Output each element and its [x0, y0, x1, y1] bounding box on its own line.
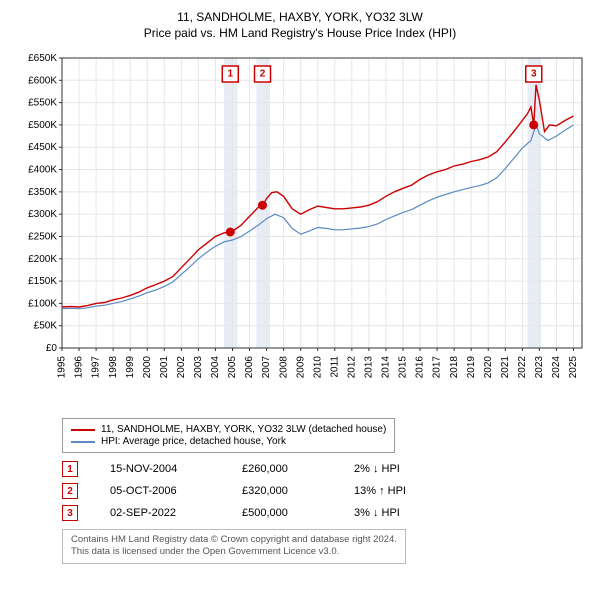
attribution-line2: This data is licensed under the Open Gov… — [71, 546, 397, 558]
legend-item: HPI: Average price, detached house, York — [71, 436, 386, 447]
svg-text:2007: 2007 — [261, 356, 272, 379]
svg-text:2008: 2008 — [278, 356, 289, 379]
svg-text:2014: 2014 — [381, 356, 392, 379]
svg-text:£350K: £350K — [28, 187, 57, 198]
svg-text:£300K: £300K — [28, 209, 57, 220]
svg-text:1998: 1998 — [108, 356, 119, 379]
sale-date: 15-NOV-2004 — [110, 463, 210, 475]
title-subtitle: Price paid vs. HM Land Registry's House … — [12, 26, 588, 40]
svg-text:£200K: £200K — [28, 254, 57, 265]
title-address: 11, SANDHOLME, HAXBY, YORK, YO32 3LW — [12, 10, 588, 24]
legend: 11, SANDHOLME, HAXBY, YORK, YO32 3LW (de… — [62, 418, 395, 453]
svg-text:2013: 2013 — [364, 356, 375, 379]
svg-text:2024: 2024 — [551, 356, 562, 379]
sale-number-box: 3 — [62, 505, 78, 521]
sale-row: 3 02-SEP-2022 £500,000 3% ↓ HPI — [62, 505, 588, 521]
svg-text:2009: 2009 — [295, 356, 306, 379]
svg-text:1999: 1999 — [125, 356, 136, 379]
svg-text:£500K: £500K — [28, 120, 57, 131]
svg-text:2018: 2018 — [449, 356, 460, 379]
svg-text:3: 3 — [531, 69, 537, 80]
legend-swatch — [71, 429, 95, 431]
svg-text:2003: 2003 — [193, 356, 204, 379]
svg-text:1: 1 — [227, 69, 233, 80]
svg-text:2006: 2006 — [244, 356, 255, 379]
svg-text:1996: 1996 — [74, 356, 85, 379]
legend-label: HPI: Average price, detached house, York — [101, 436, 286, 447]
svg-text:2025: 2025 — [568, 356, 579, 379]
svg-text:2001: 2001 — [159, 356, 170, 379]
svg-text:£650K: £650K — [28, 53, 57, 64]
sale-number-box: 2 — [62, 483, 78, 499]
chart-container: 11, SANDHOLME, HAXBY, YORK, YO32 3LW Pri… — [0, 0, 600, 572]
svg-text:£400K: £400K — [28, 165, 57, 176]
svg-text:£550K: £550K — [28, 98, 57, 109]
sale-row: 2 05-OCT-2006 £320,000 13% ↑ HPI — [62, 483, 588, 499]
sale-price: £260,000 — [242, 463, 322, 475]
svg-text:2016: 2016 — [415, 356, 426, 379]
sale-number-box: 1 — [62, 461, 78, 477]
attribution: Contains HM Land Registry data © Crown c… — [62, 529, 406, 564]
svg-text:£250K: £250K — [28, 231, 57, 242]
svg-text:2011: 2011 — [329, 356, 340, 378]
sales-table: 1 15-NOV-2004 £260,000 2% ↓ HPI 2 05-OCT-2006… — [62, 461, 588, 521]
sale-date: 05-OCT-2006 — [110, 485, 210, 497]
attribution-line1: Contains HM Land Registry data © Crown c… — [71, 534, 397, 546]
svg-text:2004: 2004 — [210, 356, 221, 379]
svg-text:£50K: £50K — [34, 321, 58, 332]
line-chart: £0 £50K £100K £150K £200K £250K £300K £350K £400… — [12, 48, 588, 408]
svg-text:2005: 2005 — [227, 356, 238, 379]
svg-text:£450K: £450K — [28, 142, 57, 153]
svg-text:2: 2 — [260, 69, 266, 80]
svg-text:2012: 2012 — [346, 356, 357, 379]
sale-price: £320,000 — [242, 485, 322, 497]
svg-text:2002: 2002 — [176, 356, 187, 379]
sale-price: £500,000 — [242, 507, 322, 519]
svg-text:1997: 1997 — [91, 356, 102, 379]
sale-hpi-delta: 3% ↓ HPI — [354, 507, 454, 519]
svg-text:2022: 2022 — [517, 356, 528, 379]
sale-row: 1 15-NOV-2004 £260,000 2% ↓ HPI — [62, 461, 588, 477]
sale-hpi-delta: 2% ↓ HPI — [354, 463, 454, 475]
legend-swatch — [71, 441, 95, 443]
svg-text:£100K: £100K — [28, 298, 57, 309]
sale-date: 02-SEP-2022 — [110, 507, 210, 519]
svg-text:£0: £0 — [46, 343, 58, 354]
legend-item: 11, SANDHOLME, HAXBY, YORK, YO32 3LW (de… — [71, 424, 386, 435]
legend-label: 11, SANDHOLME, HAXBY, YORK, YO32 3LW (de… — [101, 424, 386, 435]
svg-text:2010: 2010 — [312, 356, 323, 379]
svg-text:1995: 1995 — [57, 356, 68, 379]
svg-text:2015: 2015 — [398, 356, 409, 379]
svg-text:2021: 2021 — [500, 356, 511, 379]
chart-area: £0 £50K £100K £150K £200K £250K £300K £350K £400… — [12, 48, 588, 408]
sale-hpi-delta: 13% ↑ HPI — [354, 485, 454, 497]
svg-text:2017: 2017 — [432, 356, 443, 379]
svg-text:2023: 2023 — [534, 356, 545, 379]
svg-text:2000: 2000 — [142, 356, 153, 379]
svg-text:£600K: £600K — [28, 75, 57, 86]
svg-text:£150K: £150K — [28, 276, 57, 287]
svg-text:2019: 2019 — [466, 356, 477, 379]
svg-text:2020: 2020 — [483, 356, 494, 379]
